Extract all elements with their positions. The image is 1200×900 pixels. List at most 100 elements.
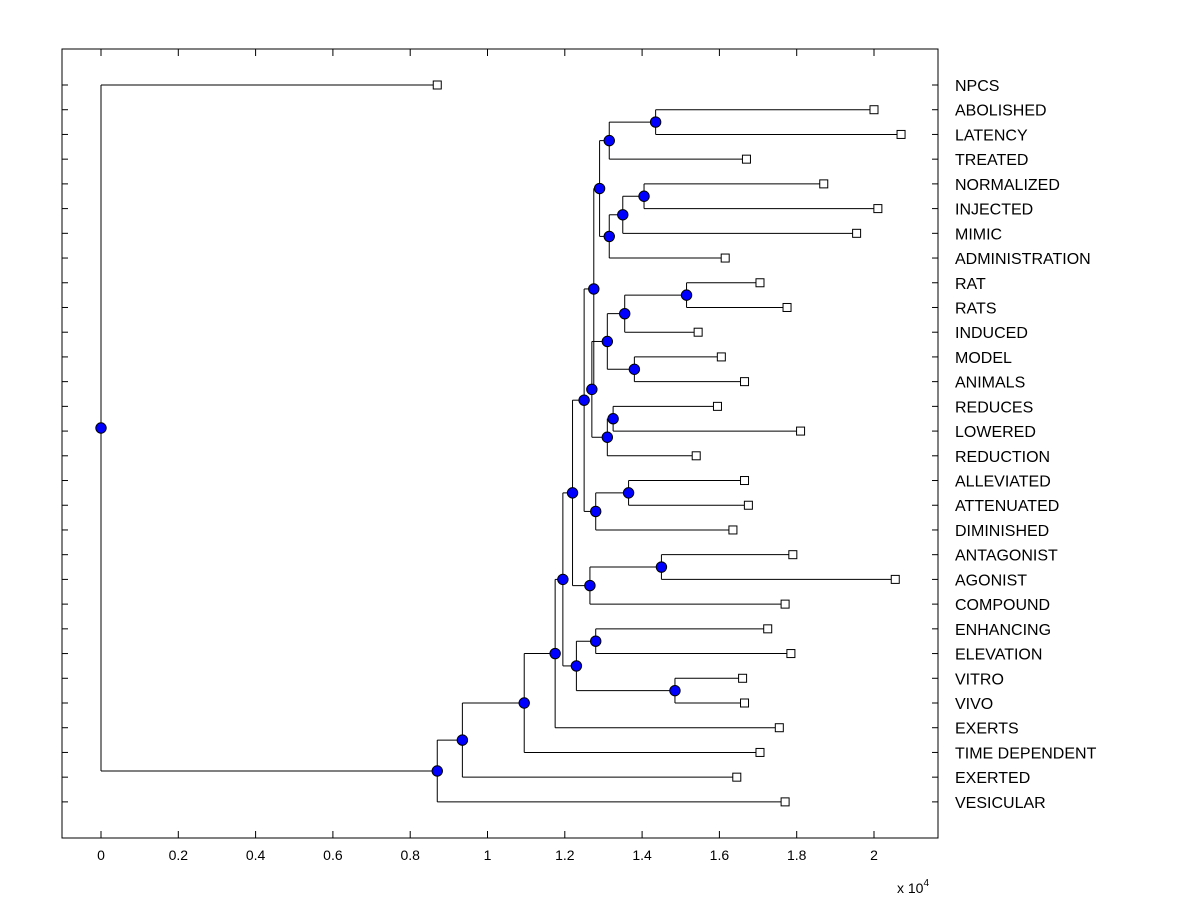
leaf-marker (780, 599, 790, 609)
x-tick-label: 0.2 (169, 847, 189, 863)
node-marker (456, 734, 469, 746)
leaf-label: NPCS (955, 78, 999, 95)
node-marker (593, 182, 606, 195)
leaf-label: LATENCY (955, 127, 1028, 144)
leaf-marker (740, 377, 750, 387)
node-marker (590, 505, 602, 518)
leaf-label: LOWERED (955, 424, 1036, 441)
node-marker (619, 307, 631, 320)
leaf-marker (852, 228, 862, 238)
leaf-label: REDUCTION (955, 449, 1050, 466)
leaf-label: REDUCES (955, 399, 1033, 416)
leaf-marker (691, 451, 701, 461)
leaf-label: ELEVATION (955, 647, 1042, 664)
node-marker (680, 289, 693, 301)
node-marker (557, 573, 569, 586)
leaf-label: EXERTED (955, 770, 1030, 787)
node-marker (622, 487, 635, 499)
leaf-label: INJECTED (955, 202, 1033, 219)
leaf-label: RAT (955, 276, 986, 293)
x-tick-label: 1.6 (710, 847, 730, 863)
leaf-marker (743, 500, 753, 510)
leaf-marker (693, 327, 703, 337)
leaf-label: RATS (955, 300, 996, 317)
x-tick-label: 1.8 (787, 847, 807, 863)
x-tick-label: 0.6 (323, 847, 343, 863)
leaf-marker (720, 253, 730, 263)
leaf-label: INDUCED (955, 325, 1028, 342)
axis-multiplier-base: x 10 (897, 880, 924, 896)
node-marker (603, 230, 615, 243)
leaf-label: ATTENUATED (955, 498, 1059, 515)
node-marker (578, 394, 590, 406)
node-marker (586, 383, 598, 396)
node-marker (603, 134, 615, 147)
tree-branches (100, 84, 902, 803)
leaf-label: TREATED (955, 152, 1028, 169)
node-marker (588, 283, 600, 295)
leaf-marker (738, 673, 748, 683)
leaf-label: AGONIST (955, 572, 1027, 589)
leaf-label: VESICULAR (955, 795, 1046, 812)
node-marker (617, 209, 629, 221)
x-tick-label: 1.2 (555, 847, 575, 863)
node-marker (570, 660, 583, 672)
leaf-label: ALLEVIATED (955, 474, 1051, 491)
leaf-marker (774, 723, 784, 733)
x-tick-label: 1 (484, 847, 492, 863)
leaf-marker (755, 278, 765, 288)
leaf-marker (755, 747, 765, 757)
leaf-label: ANTAGONIST (955, 548, 1058, 565)
node-marker (431, 765, 443, 777)
leaf-marker (819, 179, 829, 189)
leaf-marker (788, 550, 798, 560)
node-marker (584, 579, 596, 592)
axis-multiplier-exponent: 4 (923, 878, 929, 889)
leaf-markers (432, 80, 906, 807)
node-marker (669, 684, 681, 697)
leaf-label: EXERTS (955, 721, 1019, 738)
leaf-marker (796, 426, 806, 436)
leaf-marker (712, 401, 722, 411)
node-marker (601, 335, 614, 348)
leaf-marker (732, 772, 742, 782)
leaf-label: VIVO (955, 696, 993, 713)
node-marker (95, 422, 107, 434)
leaf-marker (763, 624, 773, 634)
node-marker (628, 363, 641, 375)
leaf-label: VITRO (955, 671, 1004, 688)
x-tick-label: 2 (870, 847, 878, 863)
leaf-label: ADMINISTRATION (955, 251, 1091, 268)
leaf-label: ANIMALS (955, 375, 1025, 392)
leaf-marker (740, 476, 750, 486)
leaf-marker (432, 80, 442, 90)
leaf-label: TIME DEPENDENT (955, 745, 1097, 762)
plot-frame (61, 48, 939, 839)
node-marker (649, 116, 662, 128)
leaf-marker (782, 302, 792, 312)
leaf-marker (873, 204, 883, 214)
leaf-label: MIMIC (955, 226, 1002, 243)
node-marker (655, 561, 668, 573)
leaf-marker (716, 352, 726, 362)
x-tick-label: 0 (97, 847, 105, 863)
node-marker (601, 431, 614, 443)
leaf-label: ENHANCING (955, 622, 1051, 639)
leaf-label: NORMALIZED (955, 177, 1060, 194)
node-markers (95, 116, 693, 777)
leaf-marker (869, 105, 879, 115)
leaf-marker (728, 525, 738, 535)
leaf-marker (786, 649, 796, 659)
x-axis: 0 0.2 0.4 0.6 0.8 1 1.2 1.4 1.6 1.8 2 (62, 49, 938, 863)
x-tick-label: 0.4 (246, 847, 266, 863)
leaf-label: DIMINISHED (955, 523, 1049, 540)
leaf-marker (896, 129, 906, 139)
node-marker (549, 647, 561, 660)
axis-multiplier: x 104 (897, 878, 929, 896)
x-tick-label: 1.4 (632, 847, 652, 863)
leaf-label: MODEL (955, 350, 1012, 367)
leaf-marker (890, 574, 900, 584)
leaf-label: COMPOUND (955, 597, 1050, 614)
node-marker (607, 413, 619, 425)
